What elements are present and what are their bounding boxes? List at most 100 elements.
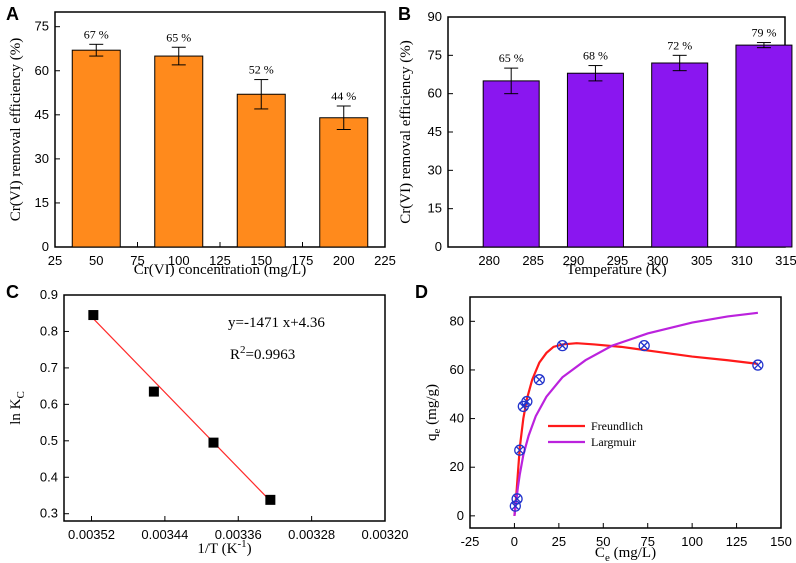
panel-b-bar-chart: 0 15 30 45 60 75 90 65 % 280 285 68 % 290 295 72 % 300… xyxy=(398,9,796,278)
y-axis-label: Cr(VI) removal efficiency (%) xyxy=(8,38,24,221)
plot-frame xyxy=(63,294,386,522)
y-tick-label: 40 xyxy=(450,411,464,426)
data-label: 52 % xyxy=(249,63,274,77)
x-tick-label: 0.00344 xyxy=(141,527,188,542)
y-tick-label: 45 xyxy=(35,107,49,122)
marker-circle xyxy=(556,339,569,352)
bar xyxy=(154,55,204,248)
y-axis-label: Cr(VI) removal efficiency (%) xyxy=(398,40,414,223)
bar xyxy=(319,117,369,248)
x-tick-label: 315 xyxy=(775,253,796,268)
x-tick-label: 100 xyxy=(168,253,190,268)
x-tick-label: 75 xyxy=(640,534,654,549)
y-tick-label: 0.7 xyxy=(40,360,58,375)
y-tick-label: 60 xyxy=(35,63,49,78)
data-point xyxy=(265,494,276,505)
panel-a-bar-chart: 0 15 30 45 60 75 25 50 75 100 125 150 175 200 225 67 % 6… xyxy=(8,11,396,278)
y-axis-label: qe (mg/g) xyxy=(424,384,443,441)
legend-label-langmuir: Largmuir xyxy=(591,435,636,449)
x-axis-label: Temperature (K) xyxy=(566,262,666,278)
fit-equation: y=-1471 x+4.36 xyxy=(228,315,325,331)
y-tick-label: 75 xyxy=(428,47,442,62)
x-axis-label: Cr(VI) concentration (mg/L) xyxy=(134,262,306,278)
x-axis-label: 1/T (K-1) xyxy=(197,538,251,557)
marker-circle xyxy=(638,339,650,352)
x-tick-label: 0 xyxy=(511,534,518,549)
bar xyxy=(566,72,624,248)
marker-cross xyxy=(515,446,524,455)
data-point xyxy=(556,339,569,352)
marker-cross xyxy=(513,494,522,503)
x-tick-label: 150 xyxy=(770,534,792,549)
y-tick-label: 0.5 xyxy=(40,433,58,448)
data-label: 67 % xyxy=(84,27,109,41)
data-label: 68 % xyxy=(583,49,608,63)
data-point xyxy=(511,493,523,505)
y-tick-label: 75 xyxy=(35,19,49,34)
y-tick-label: 30 xyxy=(35,151,49,166)
r-squared-label: R2=0.9963 xyxy=(230,344,295,363)
y-tick-label: 60 xyxy=(428,86,442,101)
x-tick-label: 125 xyxy=(209,253,231,268)
data-point xyxy=(533,374,545,386)
y-tick-label: 30 xyxy=(428,162,442,177)
marker-circle xyxy=(511,493,523,505)
x-axis-label: Ce (mg/L) xyxy=(595,545,656,563)
x-tick-label: 25 xyxy=(48,253,62,268)
x-tick-label: 225 xyxy=(374,253,396,268)
x-tick-label: 50 xyxy=(89,253,103,268)
marker-cross xyxy=(522,397,531,406)
marker-circle xyxy=(521,395,533,408)
x-tick-label: 200 xyxy=(333,253,355,268)
x-tick-label: 100 xyxy=(681,534,703,549)
x-tick-label: 150 xyxy=(250,253,272,268)
marker-circle xyxy=(514,444,526,456)
data-label: 65 % xyxy=(499,51,524,65)
x-tick-label: 310 xyxy=(731,253,753,268)
marker-cross xyxy=(753,361,762,370)
bar xyxy=(651,62,709,248)
data-label: 79 % xyxy=(751,26,776,40)
x-tick-label: 50 xyxy=(596,534,610,549)
fit-line xyxy=(92,318,271,502)
y-tick-label: 20 xyxy=(450,459,464,474)
data-point xyxy=(521,395,533,408)
marker-circle xyxy=(533,374,545,386)
data-point xyxy=(514,444,526,456)
bar xyxy=(236,93,286,248)
plot-frame xyxy=(469,296,782,529)
y-tick-label: 60 xyxy=(450,362,464,377)
marker-cross xyxy=(640,341,649,350)
x-tick-label: 295 xyxy=(607,253,629,268)
y-axis-label: ln KC xyxy=(8,391,27,425)
x-tick-label: -25 xyxy=(461,534,480,549)
y-tick-label: 0 xyxy=(457,508,464,523)
y-tick-label: 0.9 xyxy=(40,287,58,302)
panel-d-isotherm-chart: 0 20 40 60 80 -25 0 25 50 75 100 125 150 Freundlich La… xyxy=(424,296,792,563)
x-tick-label: 175 xyxy=(292,253,314,268)
x-tick-label: 0.00328 xyxy=(288,527,335,542)
panel-c-scatter-chart: 0.3 0.4 0.5 0.6 0.7 0.8 0.9 0.00352 0.00344 0.003… xyxy=(8,287,409,557)
y-tick-label: 80 xyxy=(450,313,464,328)
y-tick-label: 45 xyxy=(428,124,442,139)
x-tick-label: 25 xyxy=(552,534,566,549)
data-point xyxy=(88,310,99,321)
y-tick-label: 15 xyxy=(428,201,442,216)
y-tick-label: 0 xyxy=(42,239,49,254)
bar xyxy=(482,80,540,248)
data-point xyxy=(752,359,764,371)
x-tick-label: 290 xyxy=(563,253,585,268)
x-tick-label: 0.00352 xyxy=(68,527,115,542)
bar xyxy=(735,44,793,248)
panel-label-a: A xyxy=(6,4,19,24)
data-label: 72 % xyxy=(667,38,692,52)
y-tick-label: 0.3 xyxy=(40,506,58,521)
x-tick-label: 75 xyxy=(130,253,144,268)
langmuir-curve xyxy=(513,311,759,516)
data-label: 65 % xyxy=(166,30,191,44)
marker-circle xyxy=(752,359,764,371)
panel-label-c: C xyxy=(6,282,19,302)
bar xyxy=(71,49,121,248)
marker-cross xyxy=(519,402,528,411)
